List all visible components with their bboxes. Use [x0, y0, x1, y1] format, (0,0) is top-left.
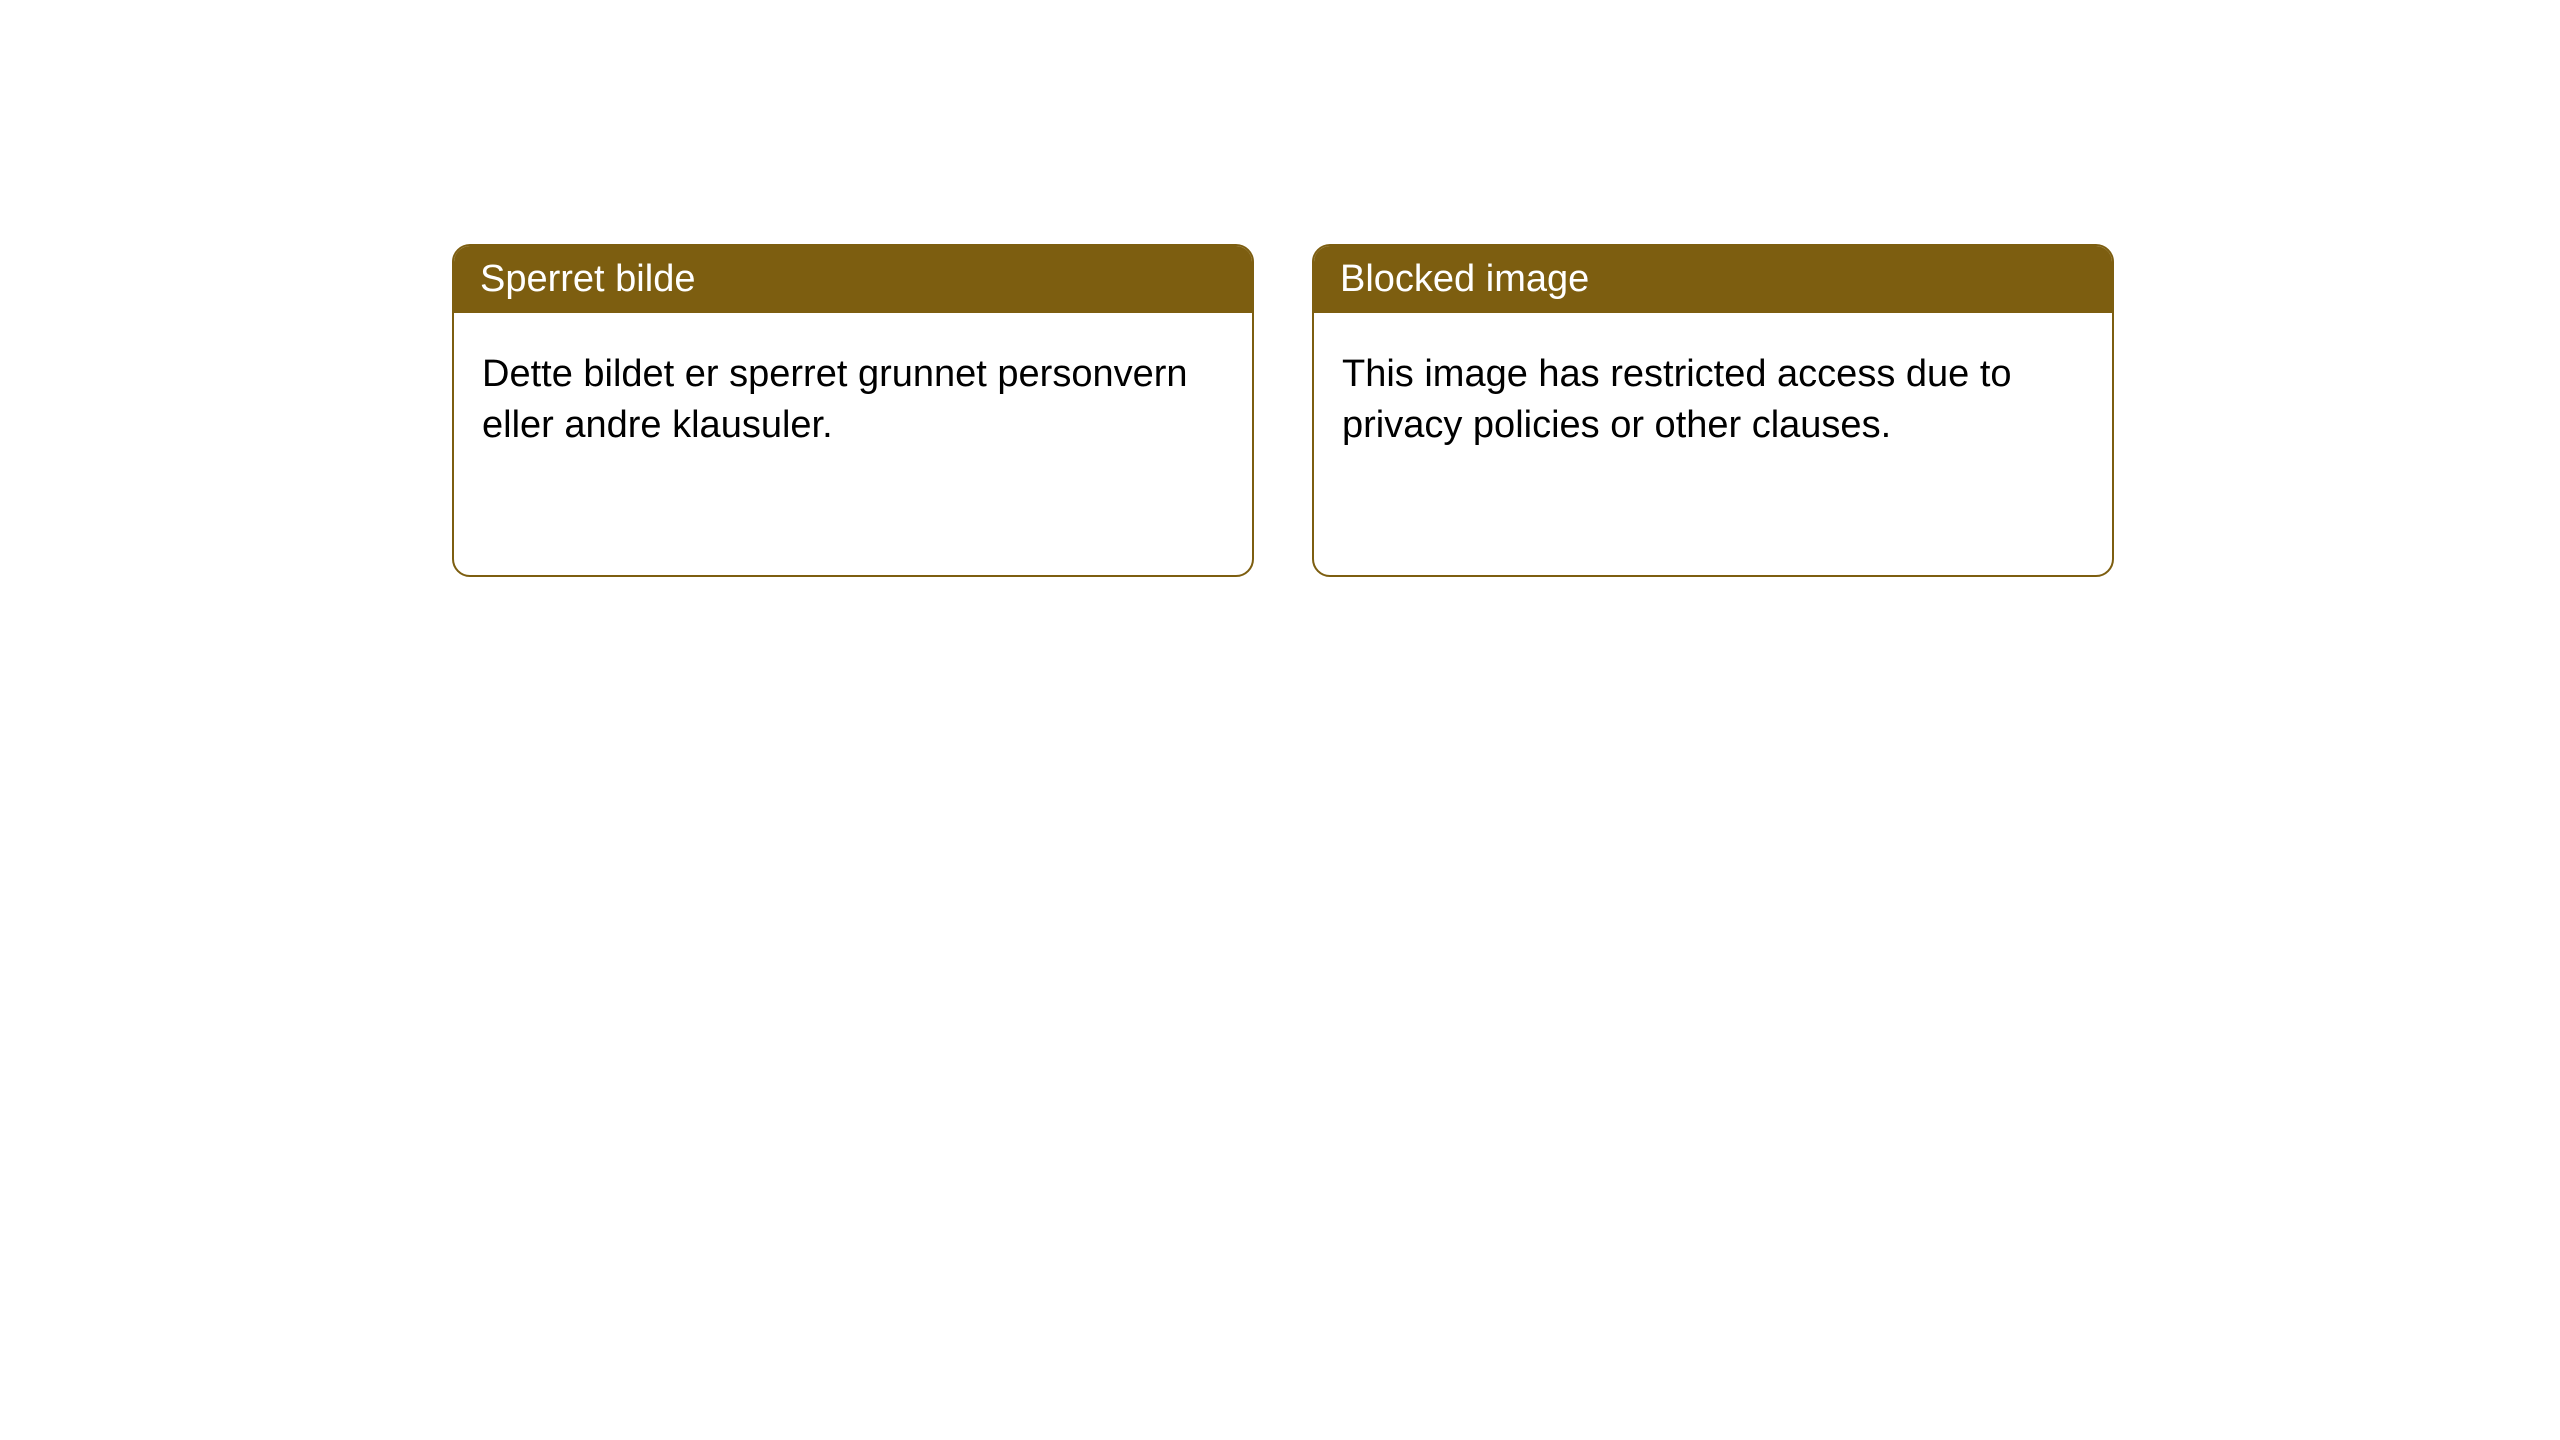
- notice-card-english: Blocked image This image has restricted …: [1312, 244, 2114, 577]
- card-title: Sperret bilde: [480, 258, 695, 300]
- card-header: Sperret bilde: [454, 246, 1252, 313]
- notice-card-norwegian: Sperret bilde Dette bildet er sperret gr…: [452, 244, 1254, 577]
- notice-cards-container: Sperret bilde Dette bildet er sperret gr…: [452, 244, 2114, 577]
- card-body-text: This image has restricted access due to …: [1342, 353, 2012, 446]
- card-body: Dette bildet er sperret grunnet personve…: [454, 313, 1252, 488]
- card-header: Blocked image: [1314, 246, 2112, 313]
- card-body: This image has restricted access due to …: [1314, 313, 2112, 488]
- card-body-text: Dette bildet er sperret grunnet personve…: [482, 353, 1188, 446]
- card-title: Blocked image: [1340, 258, 1589, 300]
